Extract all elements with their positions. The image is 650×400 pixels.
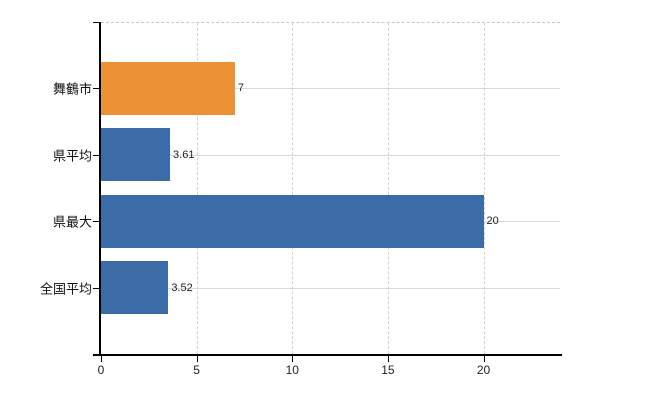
x-axis-tick-label: 15 (381, 363, 395, 377)
x-axis-tick-label: 0 (97, 363, 105, 377)
x-axis-tick-label: 10 (285, 363, 299, 377)
x-axis-tick (292, 355, 294, 362)
horizontal-gridline (101, 154, 560, 156)
plot-top-border (101, 22, 560, 23)
bar-value-label: 7 (237, 82, 244, 95)
bar (101, 194, 484, 248)
bar (101, 128, 171, 182)
y-axis-tick (93, 221, 99, 223)
x-axis-tick (196, 355, 198, 362)
category-tick-label: 全国平均 (39, 281, 92, 297)
category-tick-label: 県最大 (52, 214, 92, 230)
y-axis-tick (93, 88, 99, 90)
x-axis-tick (483, 355, 485, 362)
vertical-gridline (387, 23, 389, 354)
x-axis-line (93, 354, 562, 356)
bar-value-label: 20 (486, 215, 499, 228)
y-axis-tick (93, 154, 99, 156)
bar-value-label: 3.52 (171, 281, 193, 294)
category-tick-label: 舞鶴市 (52, 81, 92, 97)
horizontal-gridline (101, 287, 560, 289)
y-axis-tick (93, 22, 99, 23)
x-axis-tick (101, 355, 102, 362)
y-axis-tick (93, 287, 99, 289)
y-axis-line (99, 22, 101, 355)
bar (101, 261, 169, 315)
vertical-gridline (292, 23, 294, 354)
vertical-gridline (483, 23, 485, 354)
x-axis-tick (387, 355, 389, 362)
category-tick-label: 県平均 (52, 148, 92, 164)
horizontal-gridline (101, 88, 560, 90)
vertical-gridline (196, 23, 198, 354)
bar (101, 61, 235, 115)
bar-value-label: 3.61 (173, 148, 195, 161)
x-axis-tick-label: 5 (193, 363, 200, 377)
x-axis-tick-label: 20 (476, 363, 491, 377)
